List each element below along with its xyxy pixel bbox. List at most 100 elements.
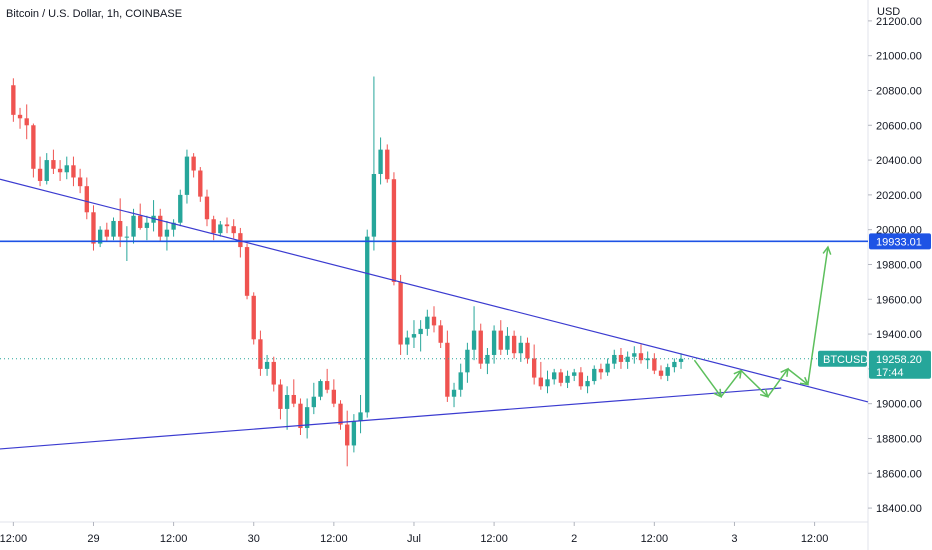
candle: [491, 325, 497, 364]
candle-body: [298, 403, 303, 429]
candle: [585, 375, 590, 394]
candle: [218, 220, 223, 237]
candle: [652, 353, 657, 375]
candle-body: [238, 233, 243, 248]
candle-body: [218, 224, 223, 234]
candle-body: [411, 334, 417, 338]
candle-body: [204, 196, 210, 220]
candle: [632, 346, 637, 364]
time-tick-label: 12:00: [160, 533, 188, 545]
candle-body: [665, 367, 670, 376]
candle: [291, 379, 296, 408]
currency-label: USD: [877, 6, 901, 18]
candle: [264, 354, 270, 376]
candle-body: [64, 165, 69, 173]
candle: [645, 351, 650, 369]
candle: [104, 222, 110, 242]
candle: [398, 274, 403, 355]
candle-body: [338, 403, 343, 425]
candle-body: [418, 328, 423, 335]
candle-body: [104, 229, 110, 237]
candle-body: [11, 85, 16, 115]
candle-body: [538, 377, 544, 387]
candle: [144, 215, 150, 241]
candle-body: [445, 342, 450, 397]
projection-segment: [767, 368, 789, 398]
candle-body: [425, 316, 430, 329]
candle: [385, 144, 390, 183]
candle-body: [525, 342, 530, 359]
candle: [37, 156, 43, 187]
candle-body: [57, 168, 63, 173]
price-tick-label: 21200.00: [876, 16, 922, 28]
candle: [211, 215, 216, 241]
candle: [498, 320, 503, 355]
time-tick-label: 12:00: [0, 533, 27, 545]
price-tick-label: 19800.00: [876, 259, 922, 271]
candle-body: [37, 168, 43, 181]
candle-body: [131, 215, 136, 237]
candle-body: [638, 353, 644, 361]
candle: [572, 368, 577, 382]
candle: [118, 198, 123, 248]
candle-body: [118, 220, 123, 237]
candle-body: [244, 247, 250, 296]
candle-body: [31, 125, 36, 169]
candle: [345, 410, 350, 467]
candle-body: [345, 424, 350, 446]
candle: [558, 368, 564, 387]
candle-body: [378, 149, 383, 174]
candle: [271, 356, 276, 392]
time-tick-label: 30: [248, 533, 260, 545]
price-axis[interactable]: 18400.0018600.0018800.0019000.0019200.00…: [867, 0, 922, 550]
candle-body: [451, 389, 457, 397]
candle-body: [605, 363, 610, 373]
candle: [378, 137, 383, 185]
candle-body: [304, 407, 310, 429]
candle: [111, 217, 116, 241]
candle-body: [184, 156, 190, 195]
candle-body: [51, 160, 56, 169]
plot-area[interactable]: [11, 76, 684, 467]
price-tick-label: 20800.00: [876, 85, 922, 97]
candle: [678, 353, 684, 369]
candle: [471, 306, 477, 361]
candle: [231, 219, 236, 239]
time-axis[interactable]: 12:00 29 12:00 30 12:00 Jul 12:00 2 12:00 3 12:00: [0, 521, 868, 545]
candle-body: [678, 358, 684, 362]
price-tick-label: 18800.00: [876, 433, 922, 445]
candle-body: [672, 361, 677, 368]
last-price-badge: [869, 350, 931, 379]
candle-body: [17, 114, 23, 119]
candle-body: [311, 396, 316, 408]
candle: [371, 76, 377, 251]
price-tick-label: 20400.00: [876, 155, 922, 167]
price-tick-label: 19000.00: [876, 399, 922, 411]
candle-body: [358, 412, 363, 422]
candle: [97, 226, 103, 248]
candle: [451, 382, 457, 408]
candle: [224, 217, 230, 234]
candle: [191, 153, 196, 178]
candle-body: [531, 358, 537, 378]
candle: [418, 320, 423, 352]
candle: [84, 177, 89, 220]
candle-body: [505, 335, 510, 350]
candle: [511, 330, 517, 359]
candle: [478, 323, 483, 369]
candle: [77, 168, 83, 194]
candle-body: [144, 222, 150, 228]
candle-body: [291, 394, 296, 404]
candle: [391, 172, 397, 286]
candle-body: [178, 194, 183, 223]
candle-body: [91, 212, 96, 244]
candle: [304, 398, 310, 439]
candle: [545, 370, 550, 394]
candle-body: [552, 372, 557, 380]
candle-body: [478, 330, 483, 364]
time-tick-label: 12:00: [641, 533, 669, 545]
candle: [278, 379, 283, 420]
candle-body: [438, 325, 443, 343]
